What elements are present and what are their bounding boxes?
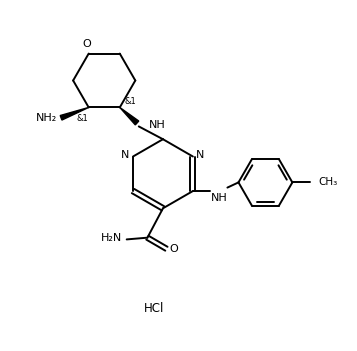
Text: NH: NH	[211, 193, 228, 203]
Text: NH₂: NH₂	[36, 113, 57, 123]
Text: &1: &1	[77, 114, 88, 123]
Text: CH₃: CH₃	[318, 177, 337, 187]
Text: O: O	[82, 39, 91, 49]
Text: N: N	[196, 150, 205, 160]
Polygon shape	[120, 107, 139, 125]
Text: NH: NH	[149, 120, 166, 130]
Text: H₂N: H₂N	[101, 233, 122, 243]
Text: N: N	[121, 150, 130, 160]
Text: &1: &1	[125, 97, 137, 106]
Polygon shape	[60, 107, 89, 120]
Text: O: O	[169, 244, 178, 254]
Text: HCl: HCl	[144, 302, 165, 315]
